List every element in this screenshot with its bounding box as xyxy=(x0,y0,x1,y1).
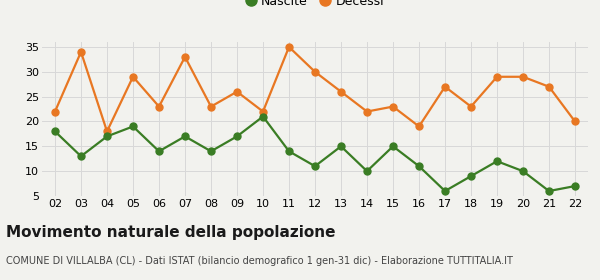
Legend: Nascite, Decessi: Nascite, Decessi xyxy=(241,0,389,13)
Text: COMUNE DI VILLALBA (CL) - Dati ISTAT (bilancio demografico 1 gen-31 dic) - Elabo: COMUNE DI VILLALBA (CL) - Dati ISTAT (bi… xyxy=(6,256,513,266)
Text: Movimento naturale della popolazione: Movimento naturale della popolazione xyxy=(6,225,335,241)
